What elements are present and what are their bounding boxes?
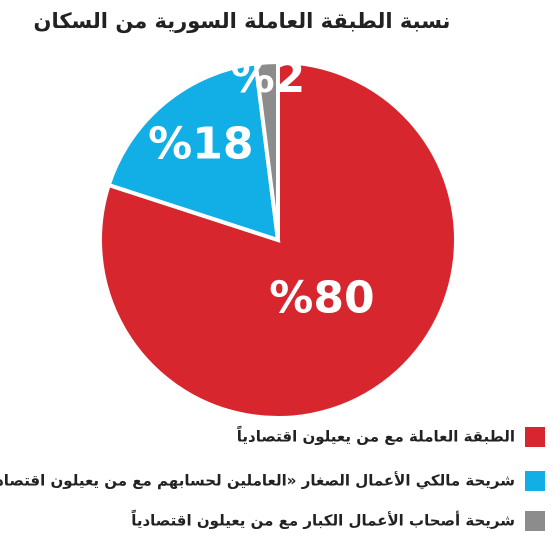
legend-swatch <box>525 471 545 491</box>
pie-slice <box>98 59 458 420</box>
value-label: %18 <box>148 119 253 170</box>
legend-swatch <box>525 427 545 447</box>
legend-swatch <box>525 511 545 531</box>
legend-label: شريحة مالكي الأعمال الصغار «العاملين لحس… <box>0 469 515 489</box>
value-label: %2 <box>231 52 306 103</box>
pie-slice <box>106 61 281 243</box>
pie-slice <box>253 59 280 241</box>
legend-label: شريحة أصحاب الأعمال الكبار مع من يعيلون … <box>131 509 515 529</box>
chart-title: نسبة الطبقة العاملة السورية من السكان <box>34 9 451 33</box>
value-label: %80 <box>269 272 374 323</box>
legend-label: الطبقة العاملة مع من يعيلون اقتصادياً <box>237 425 515 445</box>
